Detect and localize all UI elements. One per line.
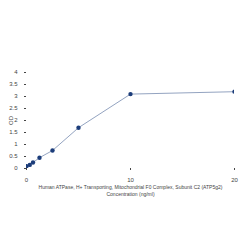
svg-text:20: 20 bbox=[231, 177, 238, 183]
svg-text:1.5: 1.5 bbox=[9, 129, 18, 135]
svg-text:3.5: 3.5 bbox=[9, 81, 18, 87]
svg-text:2: 2 bbox=[14, 117, 18, 123]
svg-text:4: 4 bbox=[14, 69, 18, 75]
svg-text:OD: OD bbox=[8, 115, 14, 125]
svg-text:3: 3 bbox=[14, 93, 18, 99]
svg-text:0.5: 0.5 bbox=[9, 153, 18, 159]
svg-text:2.5: 2.5 bbox=[9, 105, 18, 111]
svg-text:1: 1 bbox=[14, 141, 18, 147]
svg-text:0: 0 bbox=[14, 165, 18, 171]
svg-text:10: 10 bbox=[127, 177, 134, 183]
svg-text:0: 0 bbox=[25, 177, 29, 183]
svg-text:Human ATPase, H+ Transporting,: Human ATPase, H+ Transporting, Mitochond… bbox=[39, 184, 223, 197]
